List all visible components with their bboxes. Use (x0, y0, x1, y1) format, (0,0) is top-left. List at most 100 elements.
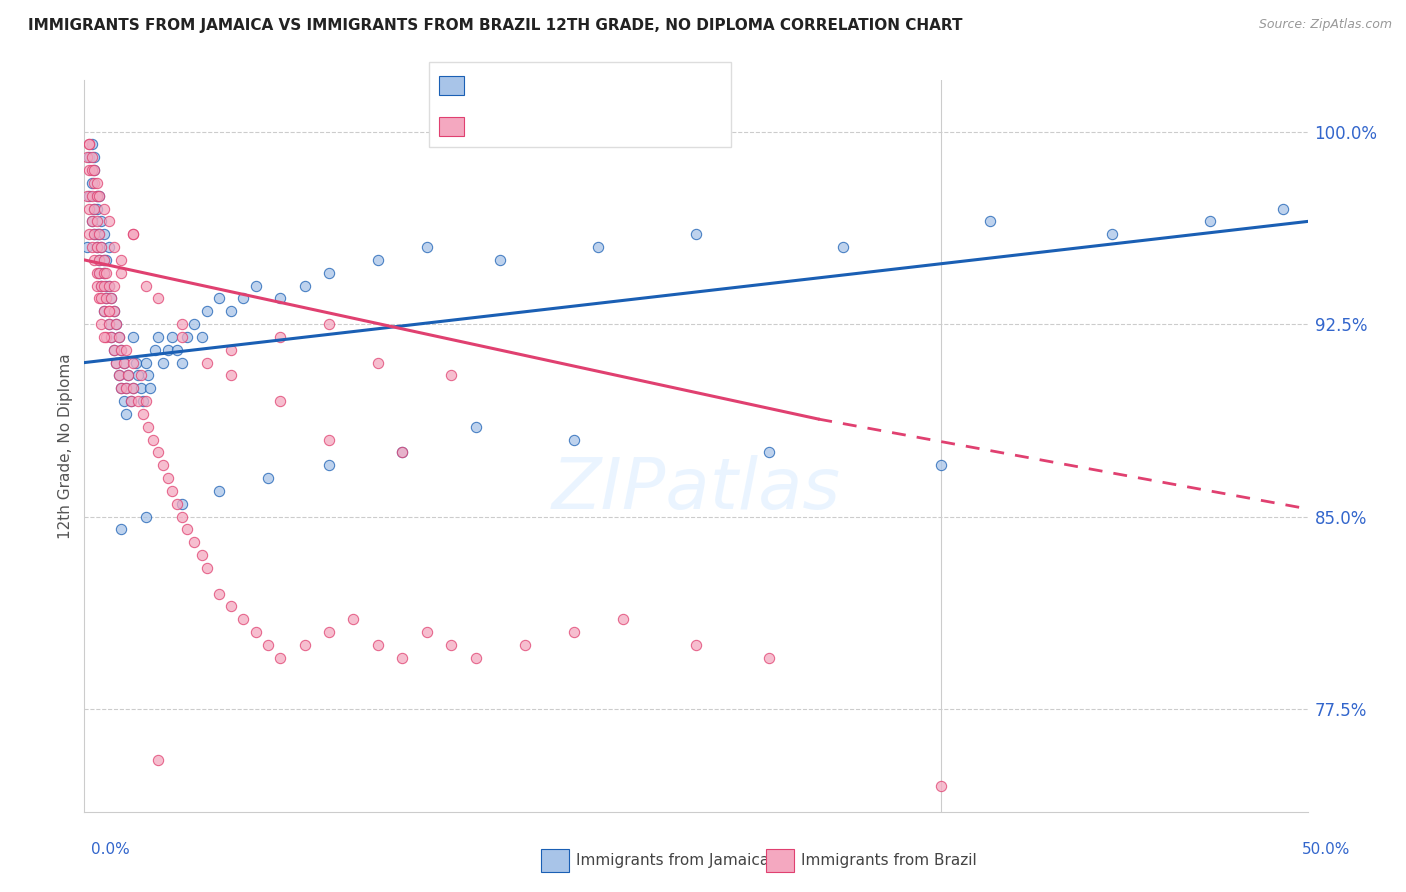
Y-axis label: 12th Grade, No Diploma: 12th Grade, No Diploma (58, 353, 73, 539)
Point (146, 753, 169, 767)
Point (929, 458, 952, 473)
Text: R = -0.176   N = 120: R = -0.176 N = 120 (471, 118, 669, 136)
Point (107, 368, 129, 383)
Text: 0.0%: 0.0% (91, 842, 131, 856)
Point (97, 278, 120, 293)
Point (562, 625, 585, 640)
Point (115, 381, 138, 395)
Point (83, 202, 105, 216)
Point (115, 343, 138, 357)
Point (105, 317, 128, 331)
Point (152, 458, 174, 473)
Point (93, 227, 115, 242)
Point (100, 330, 122, 344)
Point (219, 599, 242, 614)
Point (758, 650, 780, 665)
Point (342, 612, 364, 626)
Point (80, 137, 103, 152)
Point (105, 317, 128, 331)
Point (93, 266, 115, 280)
Point (93, 304, 115, 318)
Point (115, 407, 138, 421)
Point (489, 252, 512, 267)
Point (176, 523, 198, 537)
Point (391, 650, 413, 665)
Point (90, 240, 112, 254)
Point (208, 586, 231, 600)
Point (219, 343, 242, 357)
Point (107, 368, 129, 383)
Point (146, 330, 169, 344)
Point (86, 278, 108, 293)
Text: ZIPatlas: ZIPatlas (551, 456, 841, 524)
Point (90, 278, 112, 293)
Point (83, 176, 105, 190)
Point (562, 433, 585, 447)
Point (110, 343, 132, 357)
Point (172, 509, 194, 524)
Point (93, 202, 115, 216)
Point (120, 394, 142, 409)
Point (105, 355, 128, 369)
Point (77, 202, 100, 216)
Point (135, 509, 157, 524)
Point (97, 317, 120, 331)
Point (1101, 227, 1123, 242)
Point (122, 227, 145, 242)
Point (83, 150, 105, 164)
Point (87, 188, 110, 202)
Point (97, 278, 120, 293)
Point (87, 292, 110, 306)
Point (257, 638, 280, 652)
Point (97, 214, 120, 228)
Point (195, 355, 218, 369)
Point (80, 176, 103, 190)
Point (86, 266, 108, 280)
Point (103, 343, 125, 357)
Point (112, 394, 135, 409)
Point (162, 483, 184, 498)
Point (110, 523, 132, 537)
Point (232, 612, 254, 626)
Point (122, 381, 145, 395)
Point (142, 433, 165, 447)
Point (612, 612, 634, 626)
Point (391, 445, 413, 459)
Point (83, 227, 105, 242)
Point (115, 381, 138, 395)
Point (93, 330, 115, 344)
Point (87, 266, 110, 280)
Point (122, 381, 145, 395)
Point (96, 252, 118, 267)
Point (136, 419, 159, 434)
Point (172, 497, 194, 511)
Point (132, 407, 155, 421)
Point (513, 638, 536, 652)
Point (685, 227, 707, 242)
Point (86, 202, 108, 216)
Point (464, 419, 486, 434)
Point (83, 227, 105, 242)
Point (87, 266, 110, 280)
Point (440, 368, 463, 383)
Point (122, 330, 145, 344)
Point (93, 266, 115, 280)
Point (391, 445, 413, 459)
Point (367, 638, 389, 652)
Point (117, 368, 139, 383)
Point (219, 304, 242, 318)
Point (416, 625, 439, 640)
Point (1198, 214, 1220, 228)
Point (125, 355, 148, 369)
Point (269, 394, 291, 409)
Point (86, 214, 108, 228)
Point (208, 292, 231, 306)
Point (183, 535, 205, 549)
Point (100, 292, 122, 306)
Point (685, 638, 707, 652)
Point (77, 227, 100, 242)
Point (80, 240, 103, 254)
Point (166, 497, 188, 511)
Point (367, 252, 389, 267)
Point (294, 638, 316, 652)
